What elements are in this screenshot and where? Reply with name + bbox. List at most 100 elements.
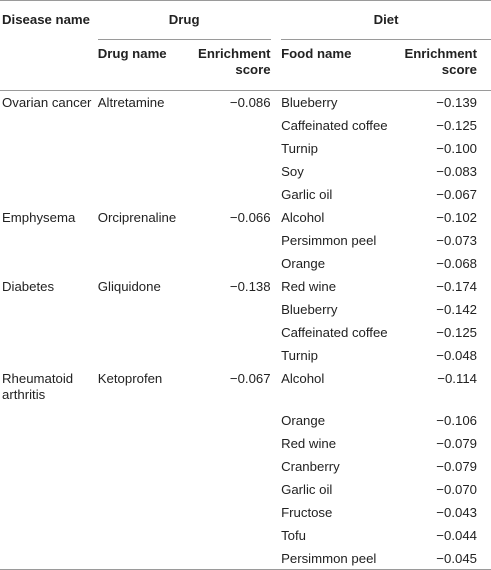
food-score-cell: −0.045 xyxy=(436,550,477,566)
table-row: Turnip −0.048 xyxy=(0,344,491,367)
drug-score-cell xyxy=(192,432,270,455)
food-name-cell: Orange xyxy=(281,255,326,271)
disease-cell xyxy=(0,321,98,344)
drug-name-cell: Ketoprofen xyxy=(97,370,163,386)
food-name-cell: Blueberry xyxy=(281,95,338,110)
gap-cell xyxy=(271,547,281,570)
food-score-cell: −0.043 xyxy=(436,504,477,520)
drug-score-cell xyxy=(192,344,270,367)
food-score-cell: −0.070 xyxy=(436,481,477,497)
drug-name-cell xyxy=(98,432,193,455)
table-row: Soy −0.083 xyxy=(0,160,491,183)
table-row: Fructose −0.043 xyxy=(0,501,491,524)
gap-cell xyxy=(271,252,281,275)
gap-cell xyxy=(271,524,281,547)
drug-name-cell xyxy=(98,252,193,275)
disease-cell xyxy=(0,409,98,432)
food-name-cell: Cranberry xyxy=(281,458,340,474)
food-score-cell: −0.048 xyxy=(436,347,477,363)
disease-cell xyxy=(0,501,98,524)
disease-cell: Rheumatoid arthritis xyxy=(2,370,74,402)
food-name-cell: Soy xyxy=(281,163,304,179)
disease-cell xyxy=(0,137,98,160)
drug-name-cell xyxy=(98,298,193,321)
table-row: Orange −0.106 xyxy=(0,409,491,432)
gap-cell xyxy=(271,114,281,137)
food-name-cell: Red wine xyxy=(281,435,337,451)
drug-name-cell xyxy=(98,547,193,570)
gap-cell xyxy=(271,229,281,252)
food-score-cell: −0.073 xyxy=(436,232,477,248)
drug-name-cell xyxy=(98,229,193,252)
drug-name-cell xyxy=(98,114,193,137)
food-name-cell: Blueberry xyxy=(281,301,338,317)
disease-cell xyxy=(0,252,98,275)
header-drug-name: Drug name xyxy=(97,46,167,61)
drug-score-cell xyxy=(192,455,270,478)
food-name-cell: Turnip xyxy=(281,140,318,156)
disease-cell xyxy=(0,478,98,501)
table-row: Rheumatoid arthritis Ketoprofen −0.067 Alco… xyxy=(0,367,491,409)
drug-score-cell: −0.086 xyxy=(229,95,271,110)
table-row: Tofu −0.044 xyxy=(0,524,491,547)
gap-cell xyxy=(271,321,281,344)
disease-cell xyxy=(0,432,98,455)
header-gap xyxy=(271,1,281,40)
food-score-cell: −0.068 xyxy=(436,255,477,271)
gap-cell xyxy=(271,298,281,321)
table-row: Ovarian cancer Altretamine −0.086 Blueberry… xyxy=(0,91,491,114)
drug-score-cell xyxy=(192,547,270,570)
table-body: Ovarian cancer Altretamine −0.086 Blueberry… xyxy=(0,91,491,570)
drug-score-cell xyxy=(192,478,270,501)
header-row-group: Disease name Drug Diet xyxy=(0,0,491,40)
drug-name-cell xyxy=(98,409,193,432)
drug-score-cell xyxy=(192,160,270,183)
gap-cell xyxy=(271,137,281,160)
food-score-cell: −0.044 xyxy=(436,527,477,543)
food-name-cell: Garlic oil xyxy=(281,186,333,202)
food-name-cell: Caffeinated coffee xyxy=(281,117,388,133)
gap-cell xyxy=(271,478,281,501)
food-score-cell: −0.142 xyxy=(436,301,477,317)
drug-name-cell xyxy=(98,501,193,524)
drug-score-cell: −0.066 xyxy=(229,209,271,225)
food-score-cell: −0.114 xyxy=(437,370,477,386)
food-score-cell: −0.067 xyxy=(436,186,477,202)
table-row: Red wine −0.079 xyxy=(0,432,491,455)
food-score-cell: −0.083 xyxy=(436,163,477,179)
disease-cell xyxy=(0,114,98,137)
header-gap-2 xyxy=(271,40,281,91)
gap-cell xyxy=(271,160,281,183)
drug-name-cell xyxy=(98,137,193,160)
food-name-cell: Fructose xyxy=(281,504,333,520)
drug-name-cell: Altretamine xyxy=(97,95,165,110)
table-row: Persimmon peel −0.045 xyxy=(0,547,491,570)
food-name-cell: Persimmon peel xyxy=(281,550,377,566)
table-row: Garlic oil −0.070 xyxy=(0,478,491,501)
drug-score-cell xyxy=(192,298,270,321)
disease-cell: Emphysema xyxy=(2,209,76,225)
gap-cell xyxy=(271,344,281,367)
drug-score-cell xyxy=(192,321,270,344)
drug-score-cell xyxy=(192,409,270,432)
food-score-cell: −0.125 xyxy=(436,324,477,340)
drug-name-cell xyxy=(98,524,193,547)
header-diet: Diet xyxy=(281,0,491,40)
food-score-cell: −0.174 xyxy=(436,278,477,294)
gap-cell xyxy=(271,91,281,114)
gap-cell xyxy=(271,409,281,432)
food-name-cell: Persimmon peel xyxy=(281,232,377,248)
drug-score-cell: −0.067 xyxy=(229,370,271,386)
header-drug: Drug xyxy=(97,0,271,40)
food-name-cell: Red wine xyxy=(281,278,337,294)
drug-score-cell xyxy=(192,501,270,524)
food-name-cell: Garlic oil xyxy=(281,481,333,497)
drug-score-cell xyxy=(192,137,270,160)
drug-score-cell xyxy=(192,229,270,252)
food-score-cell: −0.106 xyxy=(436,412,477,428)
disease-cell xyxy=(0,183,98,206)
table-row: Cranberry −0.079 xyxy=(0,455,491,478)
drug-score-cell xyxy=(192,183,270,206)
food-score-cell: −0.102 xyxy=(436,209,477,225)
